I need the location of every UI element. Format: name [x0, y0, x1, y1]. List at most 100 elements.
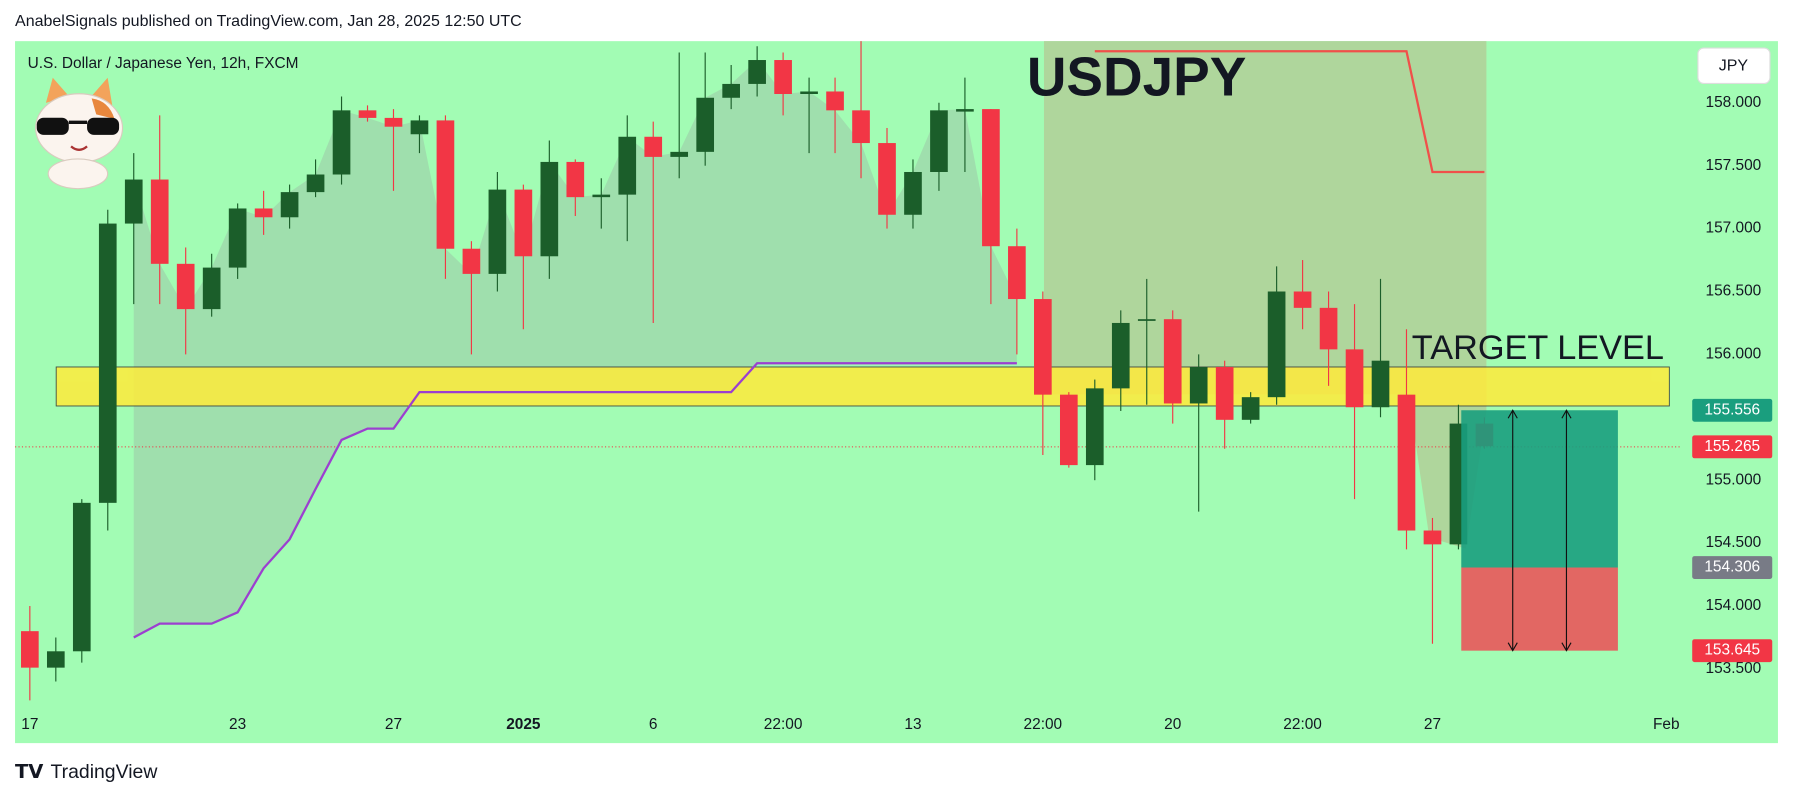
- candle-body: [150, 179, 169, 264]
- candle-body: [1319, 307, 1338, 350]
- currency-box[interactable]: [1697, 47, 1771, 85]
- candle-body: [618, 136, 637, 195]
- candle-body: [696, 97, 715, 152]
- candle-body: [280, 192, 299, 218]
- price-tag: [1692, 639, 1773, 663]
- candle-body: [332, 110, 351, 175]
- candle-body: [1423, 530, 1442, 545]
- candle-body: [774, 60, 792, 94]
- candle-body: [878, 143, 896, 215]
- candle-body: [982, 109, 1000, 247]
- candle-body: [644, 136, 663, 157]
- loss-zone: [1461, 567, 1618, 651]
- shade-area: [133, 60, 1017, 638]
- candle-body: [592, 194, 611, 198]
- x-tick-label: 20: [1164, 716, 1181, 733]
- zone-label: TARGET LEVEL: [1412, 329, 1664, 367]
- candle-body: [1371, 360, 1390, 408]
- price-tag-label: 153.645: [1704, 642, 1760, 659]
- candle-body: [21, 631, 39, 668]
- y-tick-label: 154.500: [1705, 534, 1761, 551]
- candle-body: [1059, 394, 1078, 466]
- arrow-head: [1561, 409, 1572, 652]
- candle-body: [1163, 319, 1182, 404]
- x-tick-label: 13: [904, 716, 921, 733]
- candle-body: [1034, 299, 1052, 395]
- candle-body: [800, 91, 818, 94]
- y-tick-label: 156.000: [1705, 345, 1761, 362]
- candle-body: [98, 223, 117, 503]
- plot: [15, 41, 1681, 701]
- y-tick-label: 153.500: [1705, 660, 1761, 677]
- candle-body: [566, 161, 585, 198]
- price-tag-label: 155.265: [1704, 438, 1760, 455]
- footer[interactable]: TradingView: [50, 761, 158, 783]
- candle-body: [826, 91, 844, 111]
- candle-body: [1137, 319, 1156, 321]
- price-tag-label: 154.306: [1704, 559, 1760, 576]
- y-tick-label: 155.000: [1705, 471, 1761, 488]
- x-tick-label: 2025: [506, 716, 541, 733]
- x-tick-label: 27: [1424, 716, 1441, 733]
- candle-body: [904, 171, 922, 215]
- candle-body: [748, 60, 766, 84]
- currency: JPY: [1719, 58, 1749, 75]
- candle-body: [1008, 246, 1026, 300]
- candle-body: [1085, 388, 1104, 466]
- subtitle: U.S. Dollar / Japanese Yen, 12h, FXCM: [28, 55, 299, 72]
- publisher: AnabelSignals published on TradingView.c…: [15, 13, 522, 30]
- cloud: [1043, 41, 1487, 549]
- price-tag: [1692, 398, 1773, 422]
- candle-body: [722, 83, 740, 98]
- x-tick-label: 22:00: [1283, 716, 1322, 733]
- x-tick-label: 27: [385, 716, 402, 733]
- candle-body: [956, 109, 974, 112]
- price-tag: [1692, 556, 1773, 579]
- y-tick-label: 157.000: [1705, 220, 1761, 237]
- candle-body: [852, 110, 870, 144]
- candle-body: [306, 174, 325, 193]
- price-tag-label: 155.556: [1704, 401, 1760, 418]
- candle-body: [124, 179, 143, 224]
- candle-body: [46, 651, 65, 668]
- x-tick-label: 22:00: [764, 716, 803, 733]
- candle-body: [176, 263, 195, 310]
- x-tick-label: 22:00: [1024, 716, 1063, 733]
- candle-body: [72, 502, 91, 652]
- chart-title: USDJPY: [1027, 46, 1247, 108]
- x-tick-label: Feb: [1653, 716, 1680, 733]
- x-tick-label: 17: [21, 716, 38, 733]
- price-tag: [1692, 435, 1773, 459]
- candle-body: [1345, 349, 1364, 408]
- candle-body: [1111, 322, 1130, 389]
- target-zone: [55, 366, 1670, 407]
- candle-body: [1267, 291, 1286, 398]
- candle-body: [1189, 366, 1208, 404]
- candle-body: [540, 161, 559, 257]
- candle-body: [384, 117, 403, 127]
- arrow-head: [1507, 409, 1518, 652]
- candle-body: [410, 120, 429, 135]
- candle-body: [1241, 397, 1260, 420]
- y-tick-label: 156.500: [1705, 283, 1761, 300]
- candle-body: [228, 208, 247, 268]
- logo-mark: 𝗧𝗩: [15, 761, 43, 783]
- y-tick-label: 154.000: [1705, 597, 1761, 614]
- indicator-line: [133, 362, 1017, 639]
- candle-body: [514, 189, 533, 257]
- y-tick-label: 158.000: [1705, 94, 1761, 111]
- candle-body: [436, 120, 455, 249]
- y-tick-label: 157.500: [1705, 157, 1761, 174]
- candle-body: [670, 151, 689, 157]
- candle-body: [1293, 291, 1312, 308]
- candle-body: [462, 248, 481, 274]
- candle-body: [930, 110, 948, 172]
- profit-zone: [1461, 410, 1618, 568]
- candle-body: [488, 189, 507, 274]
- candle-body: [202, 267, 221, 310]
- candle-body: [1215, 366, 1234, 420]
- candle-body: [358, 110, 377, 118]
- x-tick-label: 6: [649, 716, 658, 733]
